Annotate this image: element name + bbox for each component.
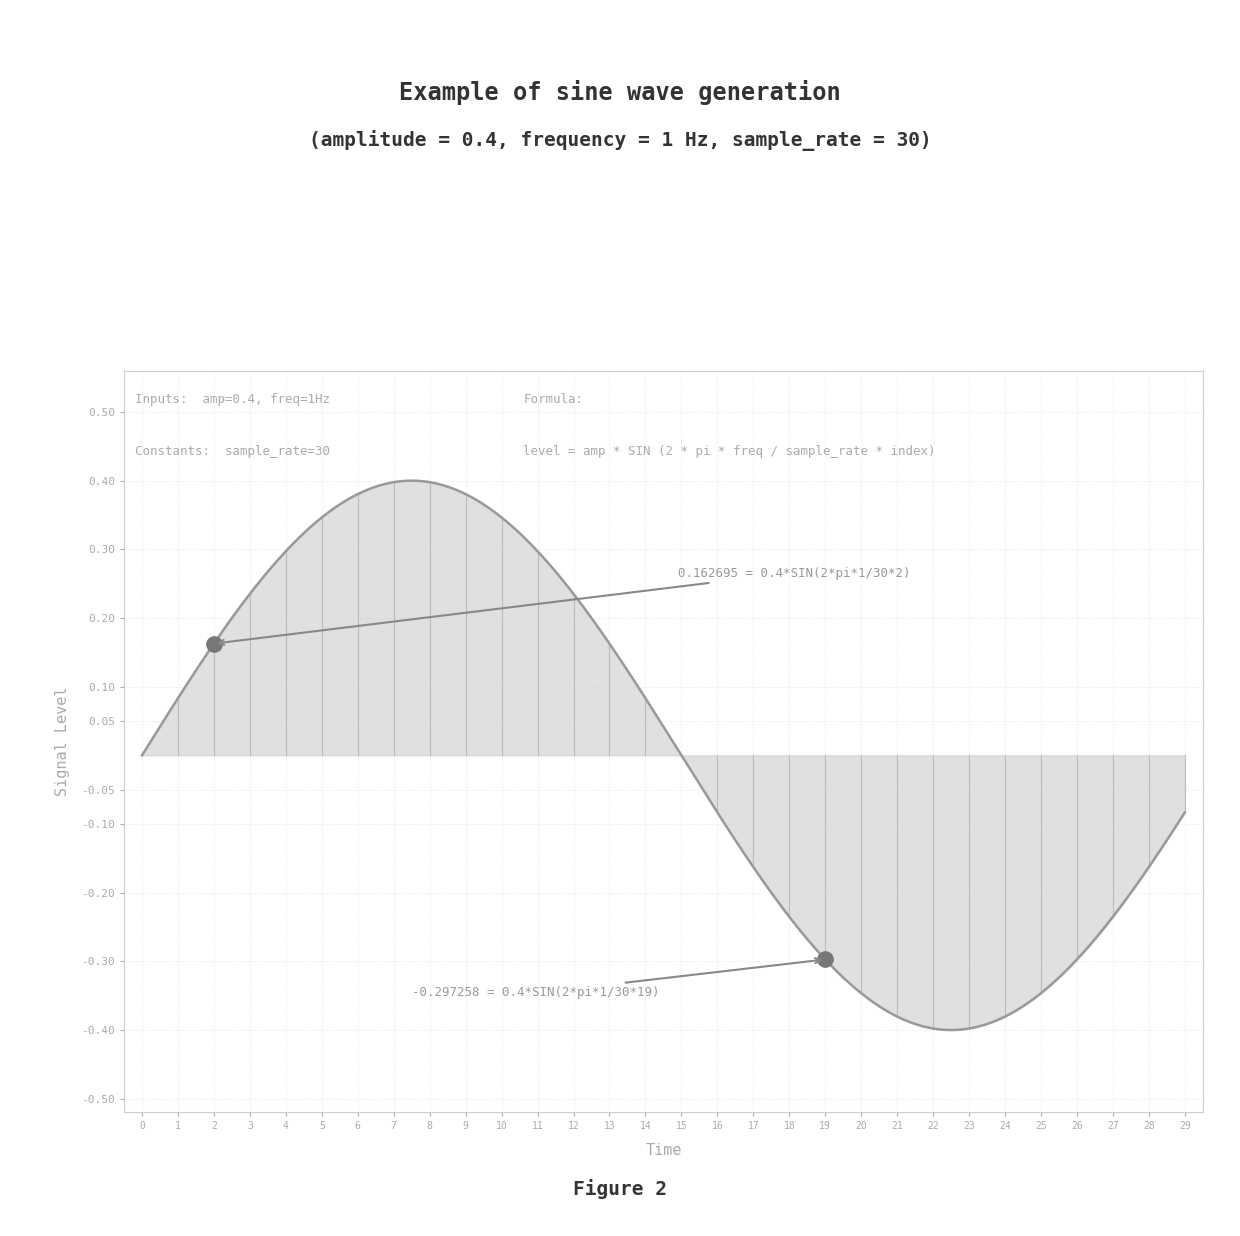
Text: (amplitude = 0.4, frequency = 1 Hz, sample_rate = 30): (amplitude = 0.4, frequency = 1 Hz, samp… — [309, 130, 931, 151]
X-axis label: Time: Time — [645, 1142, 682, 1158]
Text: Constants:  sample_rate=30: Constants: sample_rate=30 — [135, 445, 330, 459]
Text: Example of sine wave generation: Example of sine wave generation — [399, 80, 841, 105]
Text: level = amp * SIN (2 * pi * freq / sample_rate * index): level = amp * SIN (2 * pi * freq / sampl… — [523, 445, 936, 459]
Text: Formula:: Formula: — [523, 393, 583, 407]
Text: 0.162695 = 0.4*SIN(2*pi*1/30*2): 0.162695 = 0.4*SIN(2*pi*1/30*2) — [219, 567, 911, 645]
Text: Figure 2: Figure 2 — [573, 1179, 667, 1199]
Text: -0.297258 = 0.4*SIN(2*pi*1/30*19): -0.297258 = 0.4*SIN(2*pi*1/30*19) — [412, 958, 820, 999]
Text: Inputs:  amp=0.4, freq=1Hz: Inputs: amp=0.4, freq=1Hz — [135, 393, 330, 407]
Y-axis label: Signal Level: Signal Level — [55, 687, 71, 796]
